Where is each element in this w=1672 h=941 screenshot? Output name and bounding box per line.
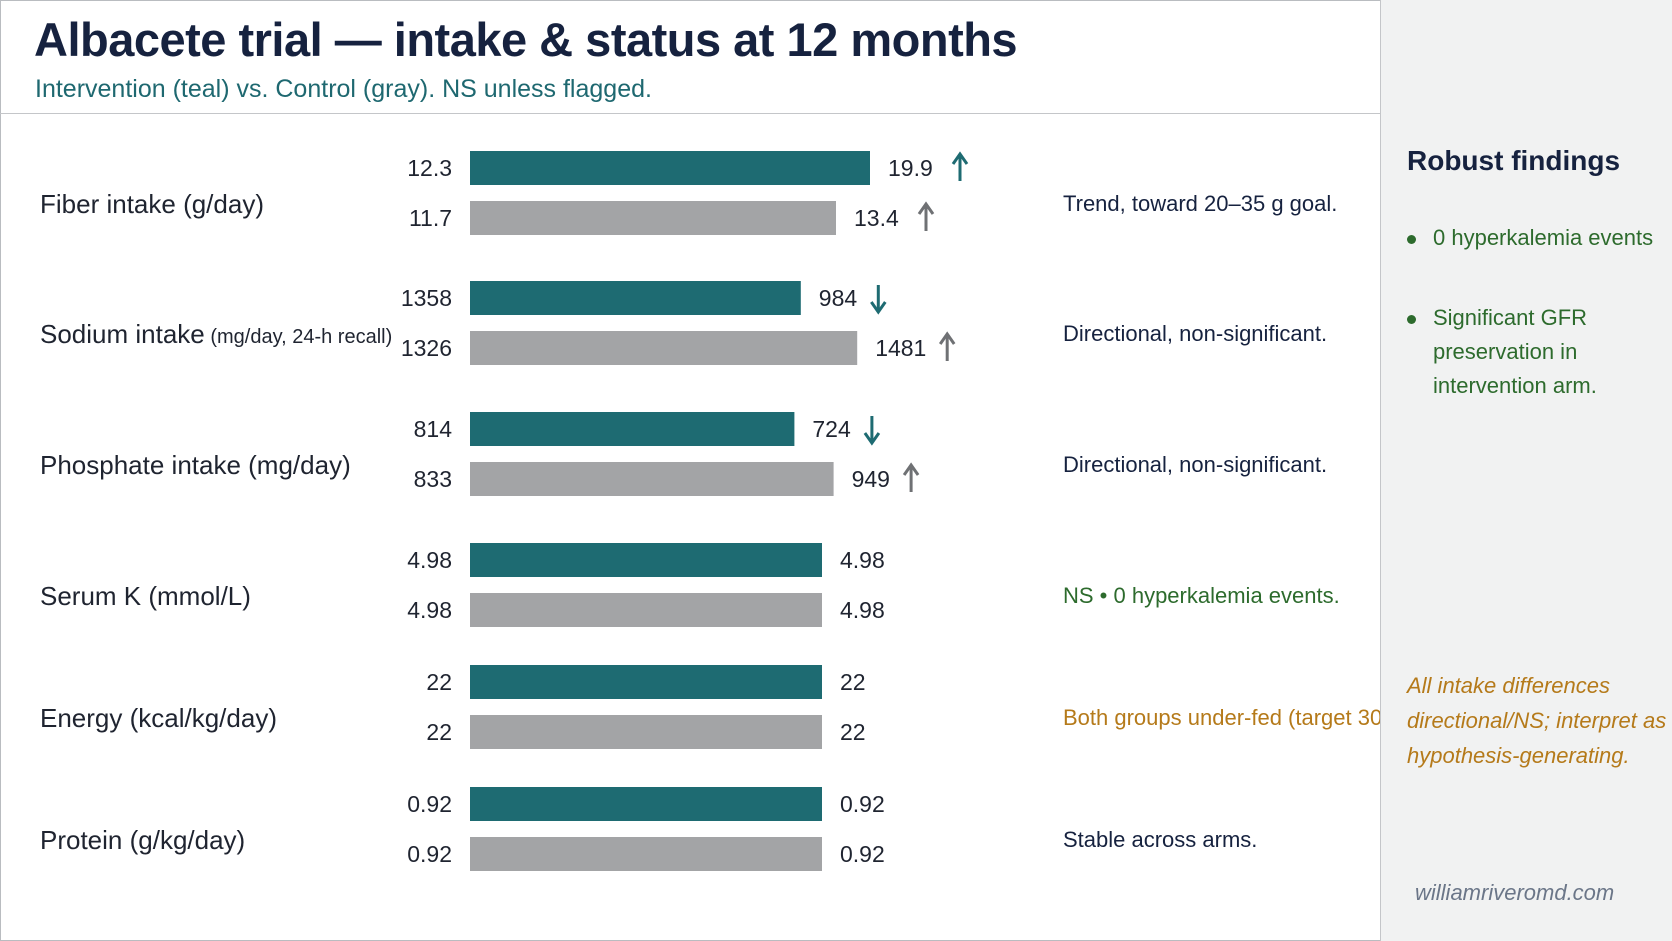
panel-title: Robust findings (1407, 145, 1621, 176)
robust-findings-panel: Robust findings 0 hyperkalemia events Si… (1380, 0, 1672, 941)
row-label: Fiber intake (g/day) (40, 189, 264, 219)
intervention-bar (470, 281, 801, 315)
finding-text: Significant GFR preservation in interven… (1433, 305, 1597, 398)
control-trend-arrow-icon-head (938, 331, 956, 345)
finding-text: 0 hyperkalemia events (1433, 225, 1654, 250)
row-label: Serum K (mmol/L) (40, 581, 251, 611)
control-baseline-label: 4.98 (407, 597, 452, 623)
control-bar (470, 715, 822, 749)
control-value-label: 0.92 (840, 841, 885, 867)
finding-item: 0 hyperkalemia events (1407, 221, 1672, 255)
row-note: Directional, non-significant. (1063, 321, 1327, 346)
intervention-baseline-label: 12.3 (407, 155, 452, 181)
intake-status-chart: Fiber intake (g/day) 12.3 19.9 11.7 13.4 Tren… (40, 151, 1380, 871)
control-value-label: 1481 (875, 335, 926, 361)
page-title: Albacete trial — intake & status at 12 m… (34, 13, 1018, 66)
intervention-value-label: 724 (812, 416, 851, 442)
control-bar (470, 331, 858, 365)
control-bar (470, 462, 834, 496)
intervention-baseline-label: 0.92 (407, 791, 452, 817)
control-bar (470, 201, 836, 235)
row-label: Phosphate intake (mg/day) (40, 450, 351, 480)
intervention-value-label: 22 (840, 669, 866, 695)
caveat-note: All intake differences directional/NS; i… (1407, 673, 1667, 768)
control-value-label: 22 (840, 719, 866, 745)
intervention-bar (470, 665, 822, 699)
row-label: Sodium intake (mg/day, 24-h recall) (40, 319, 392, 349)
intervention-baseline-label: 22 (426, 669, 452, 695)
page-subtitle: Intervention (teal) vs. Control (gray). … (35, 75, 652, 103)
row-note: Trend, toward 20–35 g goal. (1063, 191, 1337, 216)
control-value-label: 949 (852, 466, 890, 492)
intervention-value-label: 0.92 (840, 791, 885, 817)
intervention-value-label: 19.9 (888, 155, 933, 181)
intervention-bar (470, 543, 822, 577)
intervention-trend-arrow-icon-head (863, 432, 881, 446)
row-note: NS • 0 hyperkalemia events. (1063, 583, 1340, 608)
control-bar (470, 593, 822, 627)
control-baseline-label: 11.7 (409, 205, 452, 231)
bullet-icon (1407, 235, 1416, 244)
site-credit: williamriveromd.com (1415, 880, 1615, 905)
control-bar (470, 837, 822, 871)
control-value-label: 13.4 (854, 205, 899, 231)
control-value-label: 4.98 (840, 597, 885, 623)
row-note: Both groups under-fed (target 30–35). (1063, 705, 1380, 730)
intervention-bar (470, 787, 822, 821)
row-label: Protein (g/kg/day) (40, 825, 245, 855)
intervention-baseline-label: 4.98 (407, 547, 452, 573)
control-trend-arrow-icon-head (902, 462, 920, 476)
bullet-icon (1407, 315, 1416, 324)
control-baseline-label: 833 (414, 466, 452, 492)
intervention-bar (470, 412, 795, 446)
control-baseline-label: 22 (426, 719, 452, 745)
intervention-value-label: 984 (819, 285, 858, 311)
slide-header: Albacete trial — intake & status at 12 m… (0, 0, 1380, 114)
control-baseline-label: 1326 (401, 335, 452, 361)
intervention-trend-arrow-icon-head (951, 151, 969, 165)
finding-item: Significant GFR preservation in interven… (1407, 301, 1672, 403)
control-trend-arrow-icon-head (917, 201, 935, 215)
intervention-baseline-label: 814 (414, 416, 453, 442)
row-note: Directional, non-significant. (1063, 452, 1327, 477)
row-note: Stable across arms. (1063, 827, 1257, 852)
row-label: Energy (kcal/kg/day) (40, 703, 277, 733)
control-baseline-label: 0.92 (407, 841, 452, 867)
row-label-suffix: (mg/day, 24-h recall) (205, 326, 392, 348)
intervention-baseline-label: 1358 (401, 285, 452, 311)
intervention-value-label: 4.98 (840, 547, 885, 573)
intervention-trend-arrow-icon-head (870, 301, 887, 315)
intervention-bar (470, 151, 870, 185)
